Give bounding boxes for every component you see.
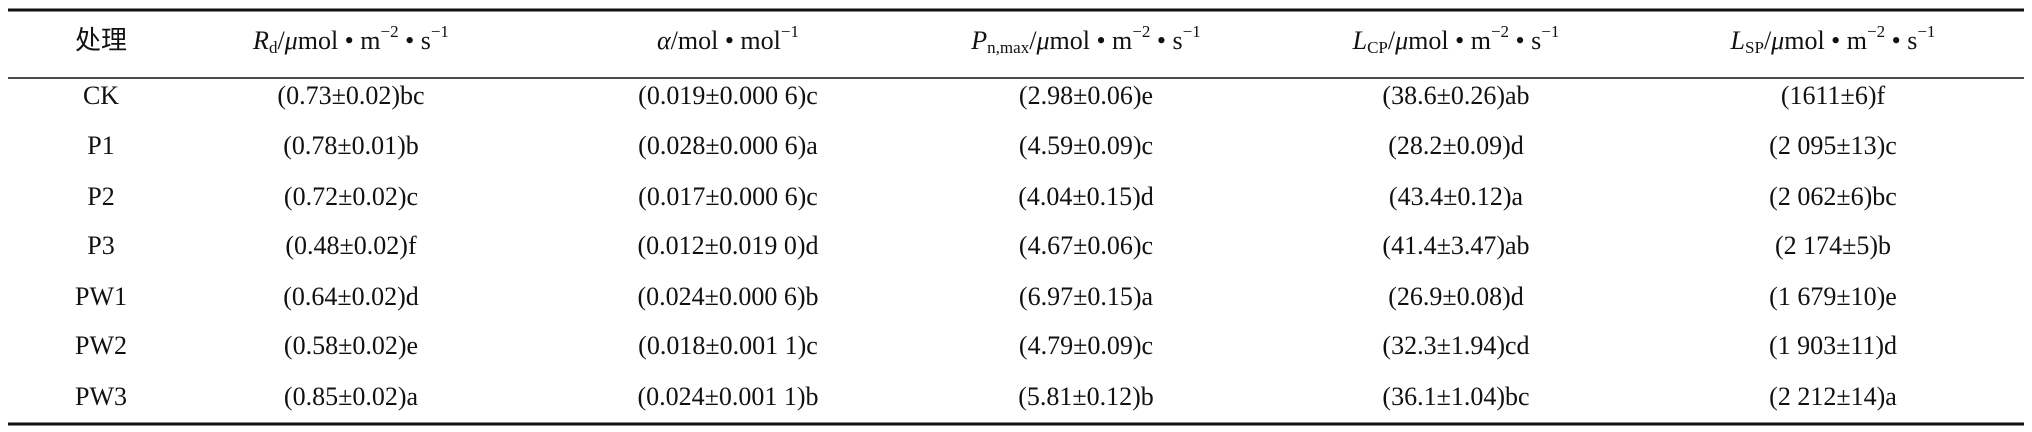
- data-cell: (0.024±0.000 6)b: [637, 282, 818, 311]
- header-text: μ: [1035, 26, 1049, 55]
- data-cell: (5.81±0.12)b: [1018, 382, 1154, 411]
- data-cell: (26.9±0.08)d: [1388, 282, 1524, 311]
- header-text: /: [1764, 26, 1772, 55]
- data-cell: (0.85±0.02)a: [284, 382, 419, 411]
- header-text: −1: [431, 22, 449, 41]
- header-text: −2: [1491, 22, 1509, 41]
- header-text: • s: [1885, 26, 1917, 55]
- data-cell: (41.4±3.47)ab: [1382, 231, 1529, 260]
- header-text: −1: [1183, 22, 1201, 41]
- header-text: P: [970, 26, 987, 55]
- header-cell: LCP/μmol • m−2 • s−1: [1352, 22, 1560, 57]
- header-text: /mol • mol: [671, 26, 781, 55]
- header-text: • s: [399, 26, 431, 55]
- header-text: /: [1029, 26, 1037, 55]
- data-cell: (0.024±0.001 1)b: [637, 382, 818, 411]
- header-cell: 处理: [75, 26, 127, 55]
- data-cell: (38.6±0.26)ab: [1382, 81, 1529, 110]
- data-cell: (0.018±0.001 1)c: [638, 331, 818, 360]
- data-cell: (0.73±0.02)bc: [277, 81, 424, 110]
- row-label: PW2: [75, 331, 127, 360]
- header-text: μ: [284, 26, 298, 55]
- row-label: CK: [83, 81, 119, 110]
- header-text: 处理: [75, 26, 127, 55]
- data-cell: (2 212±14)a: [1769, 382, 1897, 411]
- header-text: mol • m: [1784, 26, 1867, 55]
- data-cell: (28.2±0.09)d: [1388, 131, 1524, 160]
- data-cell: (43.4±0.12)a: [1389, 182, 1524, 211]
- row-label: P3: [87, 231, 114, 260]
- data-cell: (4.59±0.09)c: [1019, 131, 1153, 160]
- data-cell: (0.58±0.02)e: [284, 331, 418, 360]
- row-label: P1: [87, 131, 114, 160]
- data-cell: (0.64±0.02)d: [283, 282, 419, 311]
- data-cell: (0.72±0.02)c: [284, 182, 418, 211]
- data-cell: (2 174±5)b: [1775, 231, 1891, 260]
- header-text: −2: [1132, 22, 1150, 41]
- header-cell: LSP/μmol • m−2 • s−1: [1730, 22, 1936, 57]
- row-label: P2: [87, 182, 114, 211]
- header-text: n,max: [987, 38, 1030, 57]
- data-cell: (4.04±0.15)d: [1018, 182, 1154, 211]
- data-cell: (1 903±11)d: [1769, 331, 1897, 360]
- header-text: L: [1730, 26, 1745, 55]
- data-cell: (1611±6)f: [1781, 81, 1886, 110]
- header-text: −2: [381, 22, 399, 41]
- header-text: CP: [1367, 38, 1388, 57]
- data-cell: (36.1±1.04)bc: [1382, 382, 1529, 411]
- header-text: L: [1352, 26, 1367, 55]
- header-text: mol • m: [1408, 26, 1491, 55]
- data-cell: (2 062±6)bc: [1769, 182, 1897, 211]
- header-text: mol • m: [298, 26, 381, 55]
- row-label: PW1: [75, 282, 127, 311]
- data-cell: (2.98±0.06)e: [1019, 81, 1153, 110]
- data-cell: (0.78±0.01)b: [283, 131, 419, 160]
- header-text: −2: [1867, 22, 1885, 41]
- header-text: /: [1388, 26, 1396, 55]
- data-cell: (32.3±1.94)cd: [1382, 331, 1529, 360]
- header-text: R: [252, 26, 269, 55]
- header-cell: α/mol • mol−1: [657, 22, 799, 55]
- header-text: /: [277, 26, 285, 55]
- header-text: α: [657, 26, 672, 55]
- header-cell: Pn,max/μmol • m−2 • s−1: [970, 22, 1200, 57]
- header-text: mol • m: [1050, 26, 1133, 55]
- data-cell: (4.67±0.06)c: [1019, 231, 1153, 260]
- data-cell: (0.019±0.000 6)c: [638, 81, 818, 110]
- header-text: −1: [1917, 22, 1935, 41]
- header-text: μ: [1394, 26, 1408, 55]
- data-cell: (2 095±13)c: [1769, 131, 1897, 160]
- header-text: SP: [1745, 38, 1764, 57]
- header-text: −1: [781, 22, 799, 41]
- header-text: −1: [1541, 22, 1559, 41]
- data-cell: (1 679±10)e: [1769, 282, 1897, 311]
- header-text: • s: [1509, 26, 1541, 55]
- header-text: μ: [1770, 26, 1784, 55]
- data-cell: (0.48±0.02)f: [285, 231, 417, 260]
- data-cell: (6.97±0.15)a: [1019, 282, 1154, 311]
- data-cell: (4.79±0.09)c: [1019, 331, 1153, 360]
- row-label: PW3: [75, 382, 127, 411]
- header-text: • s: [1150, 26, 1182, 55]
- data-cell: (0.028±0.000 6)a: [638, 131, 818, 160]
- data-cell: (0.017±0.000 6)c: [638, 182, 818, 211]
- data-cell: (0.012±0.019 0)d: [637, 231, 818, 260]
- header-cell: Rd/μmol • m−2 • s−1: [252, 22, 449, 57]
- header-text: d: [269, 38, 278, 57]
